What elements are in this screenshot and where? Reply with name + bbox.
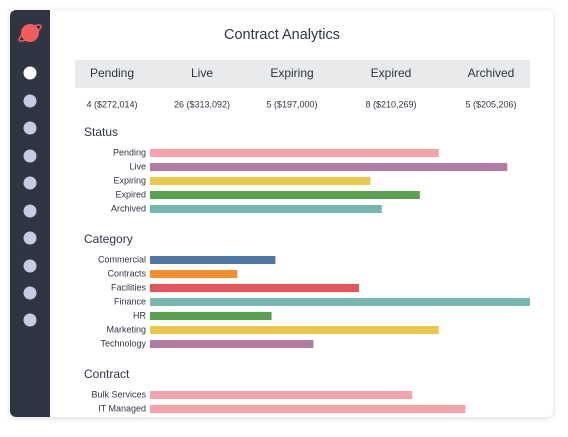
- nav-item[interactable]: [23, 176, 37, 190]
- bar-label: HR: [133, 310, 146, 320]
- bar-label: Archived: [111, 203, 146, 213]
- bar-label: Expiring: [113, 175, 146, 185]
- table-header: [75, 60, 530, 88]
- table-cell: 4 ($272,014): [86, 99, 137, 109]
- bar-label: Technology: [100, 338, 146, 348]
- bar: [150, 326, 439, 334]
- nav-item[interactable]: [23, 231, 37, 245]
- nav-item[interactable]: [23, 313, 37, 327]
- bar-label: Contracts: [107, 268, 146, 278]
- bar: [150, 312, 272, 320]
- nav-item[interactable]: [23, 149, 37, 163]
- bar: [150, 177, 371, 185]
- column-header: Pending: [90, 66, 134, 80]
- column-header: Expired: [371, 66, 412, 80]
- bar: [150, 298, 530, 306]
- bar-label: Pending: [113, 147, 146, 157]
- bar: [150, 256, 276, 264]
- bar-label: Live: [129, 161, 146, 171]
- bar: [150, 205, 382, 213]
- table-cell: 8 ($210,269): [365, 99, 416, 109]
- bar: [150, 191, 420, 199]
- bar: [150, 391, 413, 399]
- bar: [150, 149, 439, 157]
- nav-item[interactable]: [23, 94, 37, 108]
- bar-label: Facilities: [111, 282, 147, 292]
- logo: [18, 24, 42, 42]
- page-title: Contract Analytics: [224, 27, 340, 43]
- nav-item[interactable]: [23, 204, 37, 218]
- section-title: Category: [84, 232, 133, 246]
- bar: [150, 340, 314, 348]
- column-header: Expiring: [270, 66, 313, 80]
- section-title: Contract: [84, 367, 130, 381]
- nav-item[interactable]: [23, 121, 37, 135]
- bar-label: IT Managed: [98, 403, 146, 413]
- nav-item[interactable]: [23, 259, 37, 273]
- bar-label: Bulk Services: [91, 389, 146, 399]
- bar: [150, 284, 359, 292]
- bar-label: Commercial: [98, 254, 146, 264]
- table-cell: 26 ($313,092): [174, 99, 230, 109]
- bar: [150, 163, 508, 171]
- summary-table: Pending Live Expiring Expired Archived 4 ($27…: [86, 66, 516, 109]
- card: [10, 10, 553, 417]
- table-cell: 5 ($205,206): [465, 99, 516, 109]
- column-header: Archived: [468, 66, 515, 80]
- section-title: Status: [84, 125, 118, 139]
- table-cell: 5 ($197,000): [266, 99, 317, 109]
- bar-label: Finance: [114, 296, 146, 306]
- bar-label: Marketing: [106, 324, 146, 334]
- sidebar-nav: [23, 66, 37, 327]
- nav-item[interactable]: [23, 286, 37, 300]
- bar: [150, 405, 466, 413]
- nav-item[interactable]: [23, 66, 37, 80]
- bar-label: Expired: [115, 189, 146, 199]
- column-header: Live: [191, 66, 213, 80]
- charts: Status Pending Live Expiring Expired Archived…: [84, 125, 530, 413]
- bar: [150, 270, 238, 278]
